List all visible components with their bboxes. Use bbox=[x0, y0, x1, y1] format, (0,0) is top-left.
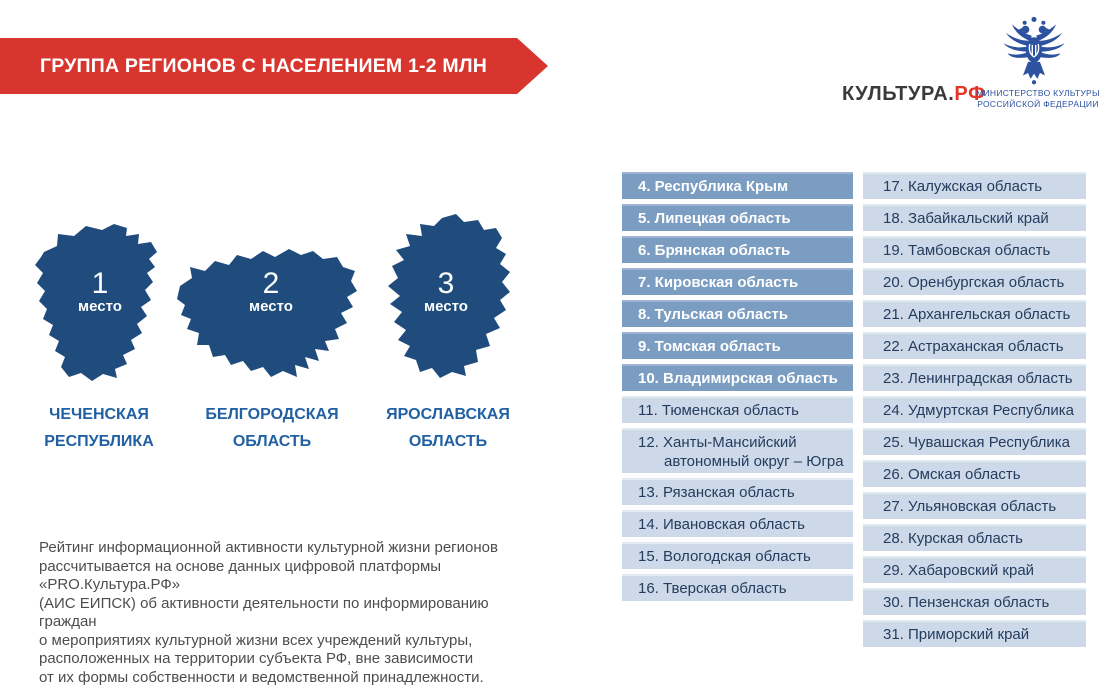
chechnya-map-shape bbox=[35, 224, 157, 381]
chechnya-map bbox=[35, 224, 157, 381]
ranking-column-2: 17. Калужская область 18. Забайкальский к… bbox=[863, 172, 1086, 652]
page-title: ГРУППА РЕГИОНОВ С НАСЕЛЕНИЕМ 1-2 МЛН bbox=[40, 54, 487, 77]
ranking-row: 12. Ханты-Мансийский автономный округ – … bbox=[622, 428, 853, 473]
place-caption: место bbox=[249, 298, 293, 315]
ranking-row: 30. Пензенская область bbox=[863, 588, 1086, 615]
rank-number: 1 bbox=[91, 267, 109, 300]
ranking-row: 20. Оренбургская область bbox=[863, 268, 1086, 295]
region-name-line1: БЕЛГОРОДСКАЯ bbox=[205, 406, 339, 423]
ranking-row: 7. Кировская область bbox=[622, 268, 853, 295]
ranking-row: 5. Липецкая область bbox=[622, 204, 853, 231]
ranking-row: 22. Астраханская область bbox=[863, 332, 1086, 359]
ranking-row: 15. Вологодская область bbox=[622, 542, 853, 569]
rank-3-label: 3 место bbox=[386, 269, 506, 315]
ranking-row: 19. Тамбовская область bbox=[863, 236, 1086, 263]
region-name-yaroslavl: ЯРОСЛАВСКАЯ ОБЛАСТЬ bbox=[360, 401, 536, 455]
belgorod-map bbox=[177, 249, 357, 377]
ministry-name: МИНИСТЕРСТВО КУЛЬТУРЫ РОССИЙСКОЙ ФЕДЕРАЦ… bbox=[975, 88, 1101, 109]
ranking-row: 17. Калужская область bbox=[863, 172, 1086, 199]
ranking-row: 4. Республика Крым bbox=[622, 172, 853, 199]
ministry-name-line2: РОССИЙСКОЙ ФЕДЕРАЦИИ bbox=[977, 98, 1099, 109]
ranking-column-1: 4. Республика Крым 5. Липецкая область 6. … bbox=[622, 172, 853, 606]
ranking-row: 18. Забайкальский край bbox=[863, 204, 1086, 231]
ranking-row: 14. Ивановская область bbox=[622, 510, 853, 537]
ministry-name-line1: МИНИСТЕРСТВО КУЛЬТУРЫ bbox=[976, 88, 1100, 98]
ranking-row: 24. Удмуртская Республика bbox=[863, 396, 1086, 423]
ministry-emblem-icon bbox=[1000, 14, 1068, 86]
ranking-row: 10. Владимирская область bbox=[622, 364, 853, 391]
yaroslavl-map-shape bbox=[388, 214, 510, 378]
ranking-row: 29. Хабаровский край bbox=[863, 556, 1086, 583]
yaroslavl-map bbox=[388, 214, 510, 378]
ranking-row: 11. Тюменская область bbox=[622, 396, 853, 423]
kultura-logo-red-part: РФ bbox=[954, 83, 986, 105]
kultura-logo-dark-part: КУЛЬТУРА. bbox=[842, 83, 955, 105]
ranking-row: 28. Курская область bbox=[863, 524, 1086, 551]
region-name-belgorod: БЕЛГОРОДСКАЯ ОБЛАСТЬ bbox=[184, 401, 360, 455]
ranking-row: 26. Омская область bbox=[863, 460, 1086, 487]
region-name-line1: ЯРОСЛАВСКАЯ bbox=[386, 406, 510, 423]
rank-number: 2 bbox=[262, 267, 280, 300]
ranking-row: 9. Томская область bbox=[622, 332, 853, 359]
region-name-chechnya: ЧЕЧЕНСКАЯ РЕСПУБЛИКА bbox=[11, 401, 187, 455]
ranking-row: 6. Брянская область bbox=[622, 236, 853, 263]
belgorod-map-shape bbox=[177, 249, 357, 377]
banner: ГРУППА РЕГИОНОВ С НАСЕЛЕНИЕМ 1-2 МЛН bbox=[0, 38, 548, 94]
ranking-row: 23. Ленинградская область bbox=[863, 364, 1086, 391]
region-name-line2: ОБЛАСТЬ bbox=[232, 433, 312, 450]
ranking-row: 8. Тульская область bbox=[622, 300, 853, 327]
rank-number: 3 bbox=[437, 267, 455, 300]
kultura-rf-logo: КУЛЬТУРА.РФ bbox=[842, 83, 986, 106]
rank-1-label: 1 место bbox=[40, 269, 160, 315]
methodology-note: Рейтинг информационной активности культу… bbox=[39, 539, 498, 686]
place-caption: место bbox=[78, 298, 122, 315]
region-name-line2: РЕСПУБЛИКА bbox=[44, 433, 154, 450]
ranking-row: 27. Ульяновская область bbox=[863, 492, 1086, 519]
place-caption: место bbox=[424, 298, 468, 315]
ranking-row: 31. Приморский край bbox=[863, 620, 1086, 647]
ranking-row: 21. Архангельская область bbox=[863, 300, 1086, 327]
ranking-row: 16. Тверская область bbox=[622, 574, 853, 601]
rank-2-label: 2 место bbox=[211, 269, 331, 315]
region-name-line2: ОБЛАСТЬ bbox=[408, 433, 488, 450]
region-name-line1: ЧЕЧЕНСКАЯ bbox=[49, 406, 149, 423]
ranking-row: 25. Чувашская Республика bbox=[863, 428, 1086, 455]
ranking-row: 13. Рязанская область bbox=[622, 478, 853, 505]
